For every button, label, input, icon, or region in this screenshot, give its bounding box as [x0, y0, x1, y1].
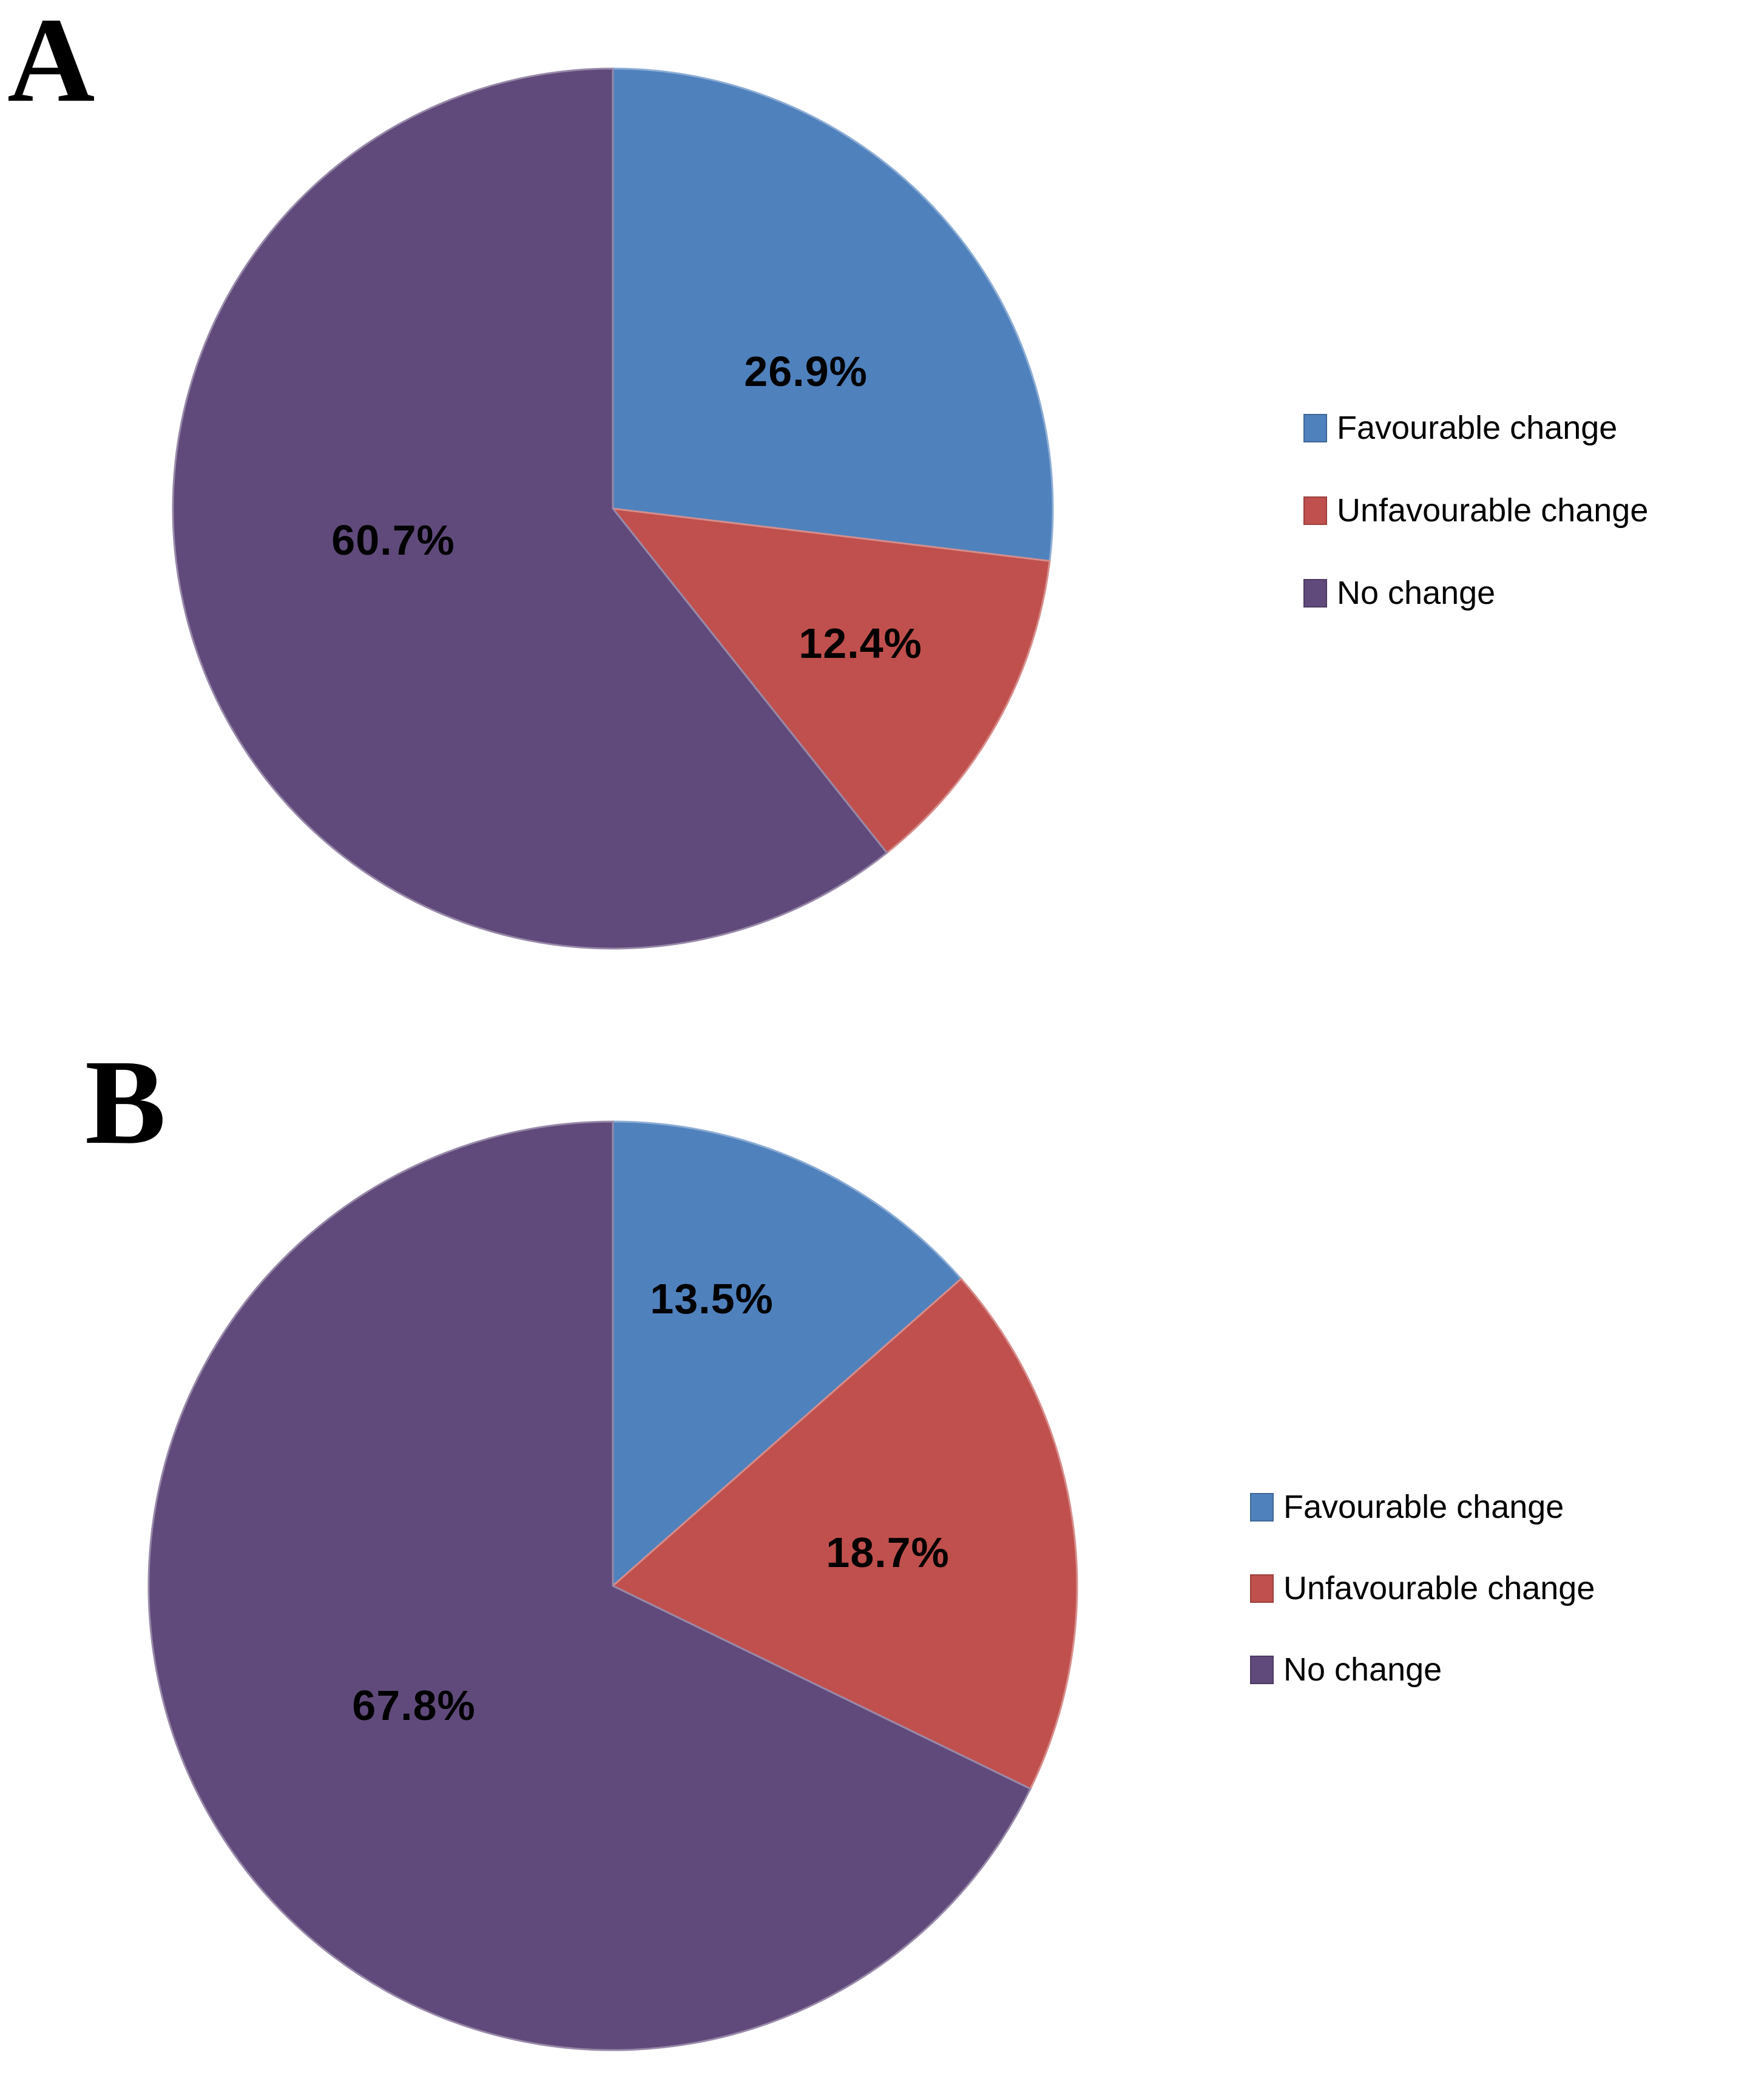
legend-swatch-no-change-icon	[1250, 1655, 1274, 1684]
legend-item: Unfavourable change	[1250, 1548, 1595, 1629]
legend-swatch-favourable-icon	[1303, 413, 1327, 442]
legend-label-no-change: No change	[1337, 575, 1496, 611]
pie-slice-no-change	[172, 67, 888, 950]
legend-item: Unfavourable change	[1303, 469, 1648, 552]
legend-a: Favourable change Unfavourable change No…	[1303, 387, 1648, 634]
legend-item: Favourable change	[1303, 387, 1648, 469]
pie-slice-favourable-change	[612, 67, 1054, 563]
pie-slice-unfavourable-change	[610, 507, 1051, 855]
legend-swatch-unfavourable-icon	[1303, 496, 1327, 525]
panel-a-label: A	[7, 0, 95, 127]
legend-label-favourable: Favourable change	[1337, 410, 1618, 446]
pie-slice-favourable-change	[612, 1120, 962, 1588]
legend-swatch-favourable-icon	[1250, 1492, 1274, 1522]
legend-swatch-no-change-icon	[1303, 578, 1327, 608]
pie-slice-unfavourable-change	[611, 1277, 1078, 1790]
slice-label-a-unfavourable: 12.4%	[799, 620, 922, 667]
legend-label-favourable: Favourable change	[1283, 1489, 1564, 1525]
slice-label-b-unfavourable: 18.7%	[826, 1529, 950, 1576]
pie-chart-a	[172, 67, 1054, 950]
legend-b: Favourable change Unfavourable change No…	[1250, 1466, 1595, 1710]
panel-b-label: B	[85, 1035, 166, 1170]
slice-label-b-no-change: 67.8%	[352, 1682, 476, 1729]
slice-label-a-no-change: 60.7%	[331, 516, 455, 564]
slice-label-a-favourable: 26.9%	[744, 348, 868, 395]
legend-item: Favourable change	[1250, 1466, 1595, 1548]
legend-item: No change	[1250, 1629, 1595, 1710]
slice-label-b-favourable: 13.5%	[650, 1275, 774, 1322]
pie-slice-no-change	[147, 1120, 1032, 2051]
pie-chart-b	[147, 1120, 1078, 2051]
legend-label-no-change: No change	[1283, 1651, 1442, 1688]
legend-item: No change	[1303, 552, 1648, 634]
legend-swatch-unfavourable-icon	[1250, 1574, 1274, 1603]
legend-label-unfavourable: Unfavourable change	[1283, 1570, 1595, 1606]
legend-label-unfavourable: Unfavourable change	[1337, 492, 1649, 529]
